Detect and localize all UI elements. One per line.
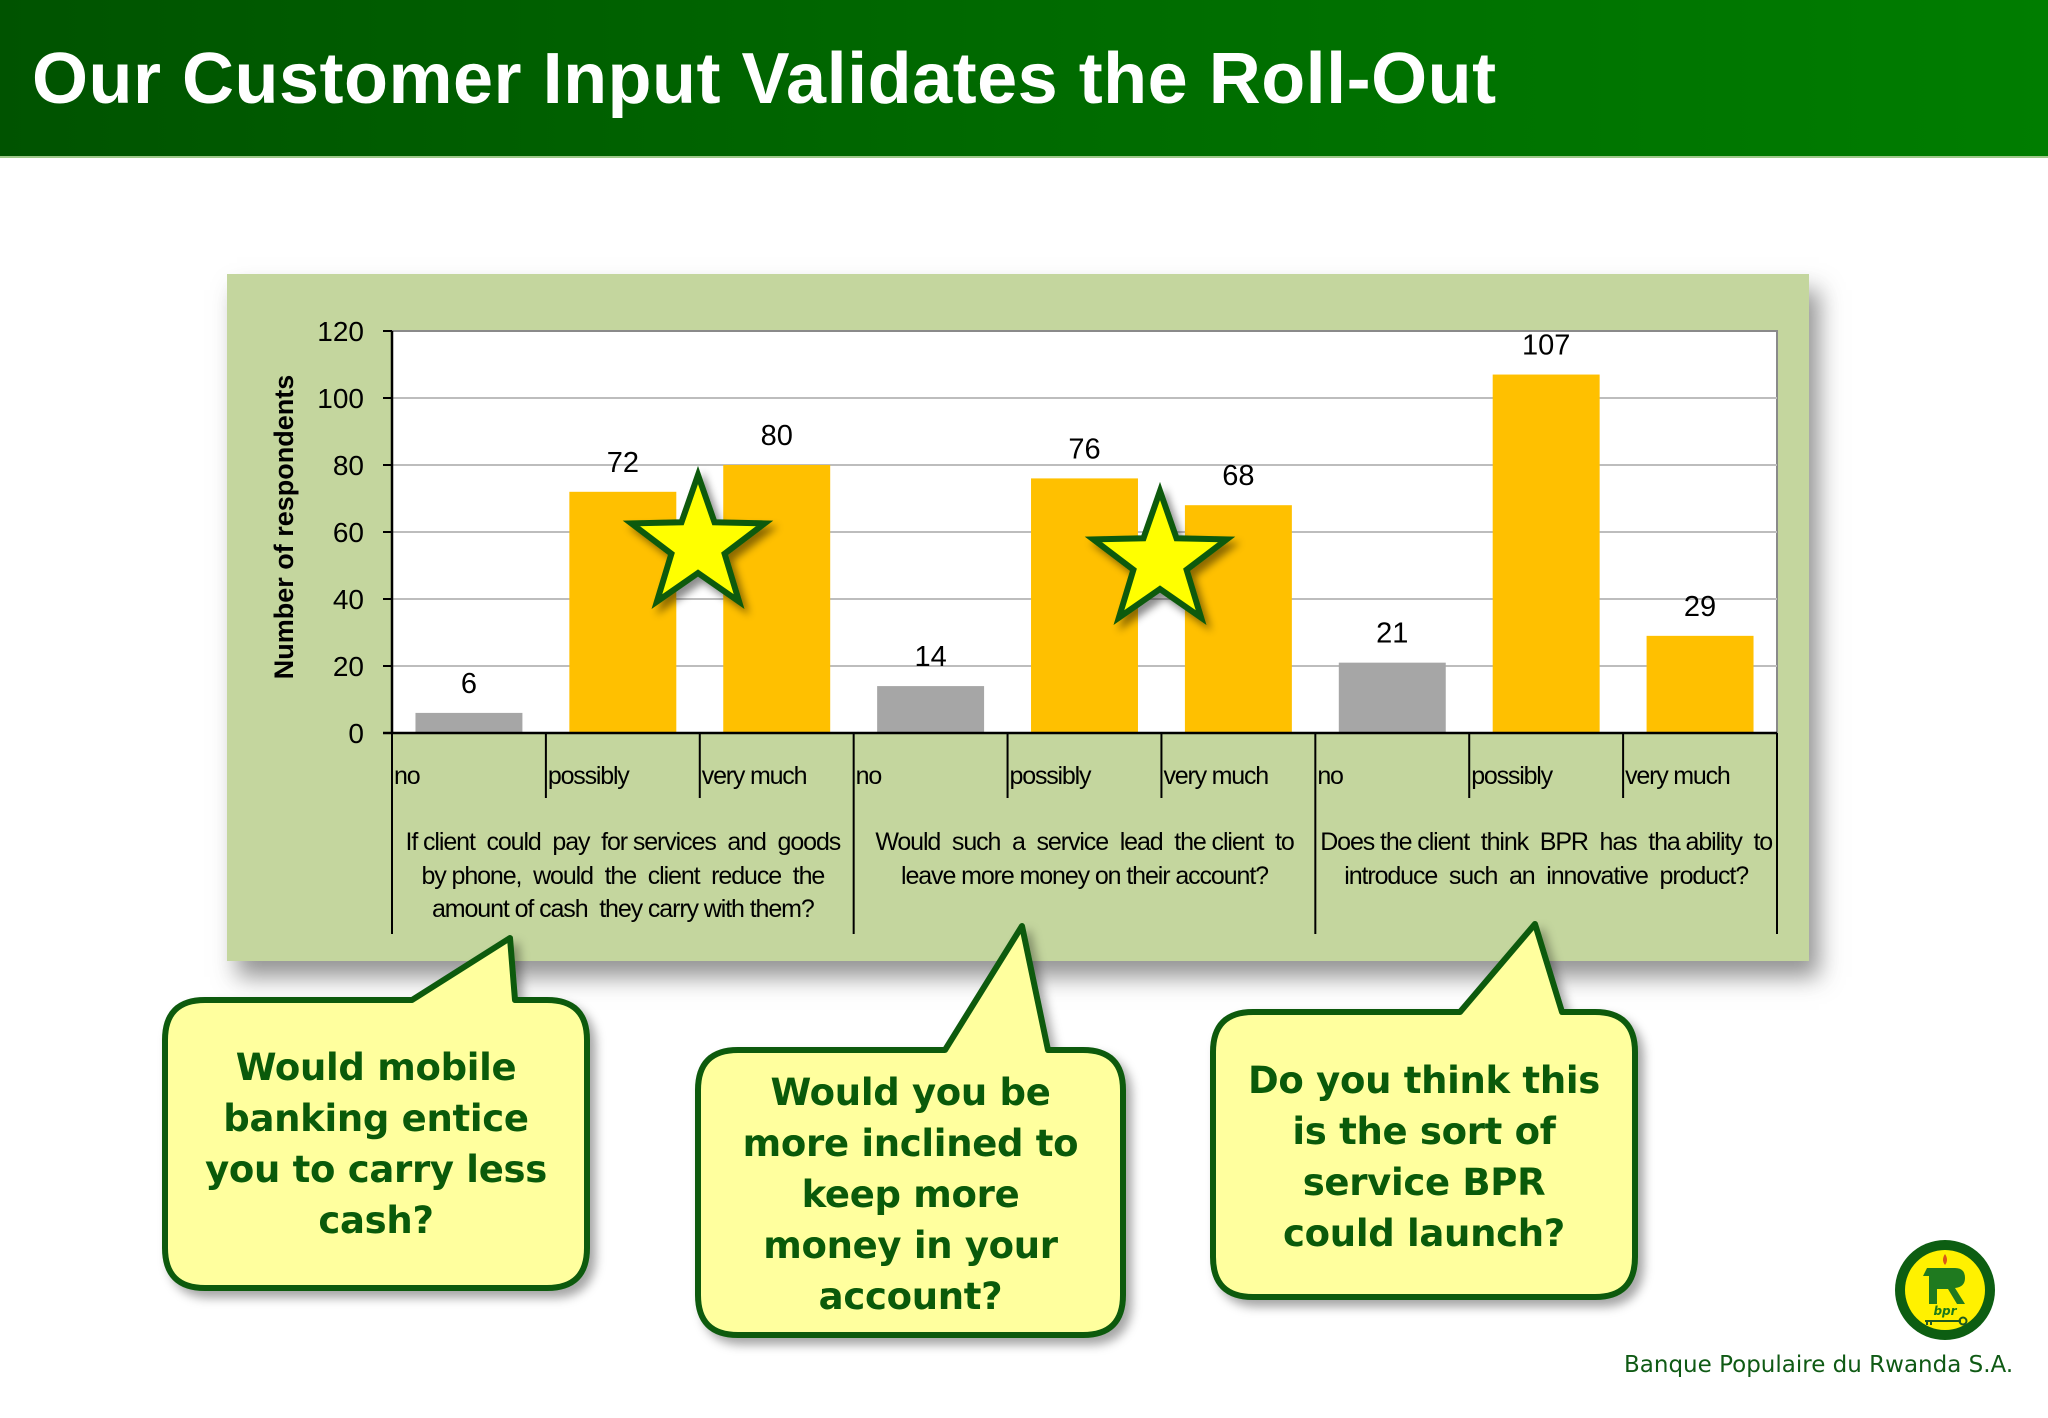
- callout-line: service BPR: [1302, 1161, 1546, 1204]
- x-category-label: possibly: [547, 762, 630, 790]
- callout-line: is the sort of: [1292, 1110, 1556, 1153]
- callout-line: banking entice: [223, 1097, 529, 1140]
- callout-line: account?: [818, 1275, 1003, 1318]
- callout-bubble-1: [162, 935, 590, 1291]
- x-category-label: possibly: [1009, 762, 1092, 790]
- callout-line: Would you be: [770, 1071, 1051, 1114]
- x-group-question-label: Would such a service lead the client to l…: [856, 826, 1314, 893]
- y-axis-title: Number of respondents: [269, 375, 299, 680]
- y-tick-label: 20: [333, 651, 364, 682]
- data-labels: 6 72 80 14 76 68 21 107 29: [461, 330, 1716, 700]
- question-line: leave more money on their account?: [900, 861, 1269, 890]
- data-label: 21: [1376, 618, 1408, 650]
- callout-line: Would mobile: [235, 1046, 517, 1089]
- callout-line: more inclined to: [742, 1122, 1079, 1165]
- callout-text-1: Would mobile banking entice you to carry…: [165, 1042, 587, 1246]
- callout-line: cash?: [318, 1199, 434, 1242]
- data-label: 14: [914, 641, 946, 673]
- x-category-label: no: [855, 762, 883, 790]
- star-icon: [622, 465, 774, 609]
- data-label: 107: [1522, 330, 1570, 362]
- x-category-label: very much: [701, 762, 808, 790]
- x-category-label: very much: [1625, 762, 1731, 790]
- callout-line: you to carry less: [205, 1148, 547, 1191]
- x-group-question-label: If client could pay for services and goo…: [394, 826, 852, 927]
- data-label: 72: [607, 447, 639, 479]
- bar-no: [1338, 662, 1446, 733]
- bar-no: [415, 712, 523, 733]
- question-line: Would such a service lead the client to: [875, 828, 1294, 856]
- title-banner: Our Customer Input Validates the Roll-Ou…: [0, 0, 2048, 158]
- data-label: 6: [461, 668, 477, 700]
- bar-possibly: [1492, 374, 1600, 733]
- logo-initials: bpr: [1933, 1304, 1957, 1318]
- callout-text-3: Do you think this is the sort of service…: [1213, 1055, 1635, 1259]
- star-icon: [1084, 481, 1236, 625]
- x-group-question-label: Does the client think BPR has tha abilit…: [1317, 826, 1775, 893]
- x-category-label: no: [1317, 762, 1344, 790]
- company-name: Banque Populaire du Rwanda S.A.: [1624, 1352, 2014, 1378]
- y-tick-label: 40: [333, 584, 364, 615]
- y-tick-label: 60: [333, 517, 364, 548]
- data-label: 68: [1222, 460, 1254, 492]
- y-tick-label: 120: [317, 316, 364, 347]
- question-line: Does the client think BPR has tha abilit…: [1320, 828, 1773, 856]
- bar-no: [877, 686, 985, 733]
- y-tick-label: 80: [333, 450, 364, 481]
- logo-r-mark-icon: [1923, 1268, 1965, 1304]
- bpr-logo: bpr: [1895, 1240, 1995, 1340]
- page-title: Our Customer Input Validates the Roll-Ou…: [32, 39, 1497, 119]
- callout-line: Do you think this: [1248, 1059, 1600, 1102]
- callout-bubble-3: [1210, 921, 1638, 1300]
- y-tick-label: 100: [317, 383, 364, 414]
- callout-bubble-2: [695, 923, 1126, 1338]
- data-label: 76: [1068, 433, 1100, 465]
- x-category-label: possibly: [1471, 762, 1553, 790]
- question-line: If client could pay for services and goo…: [405, 828, 841, 856]
- data-label: 29: [1684, 591, 1716, 623]
- callout-text-2: Would you be more inclined to keep more …: [698, 1067, 1123, 1322]
- logo-key-icon: [1925, 1320, 1961, 1325]
- question-line: amount of cash they carry with them?: [431, 895, 815, 923]
- y-axis: 0 20 40 60 80 100 120: [317, 316, 394, 749]
- bar-very-much: [1646, 635, 1754, 733]
- callout-line: could launch?: [1283, 1212, 1565, 1255]
- callout-line: keep more: [801, 1173, 1020, 1216]
- question-line: introduce such an innovative product?: [1344, 861, 1749, 890]
- y-tick-label: 0: [348, 718, 364, 749]
- x-axis: [383, 731, 1778, 934]
- logo-flame-icon: [1943, 1254, 1947, 1265]
- callout-line: money in your: [763, 1224, 1058, 1267]
- data-label: 80: [761, 420, 793, 452]
- question-line: by phone, would the client reduce the: [421, 861, 825, 890]
- x-category-label: no: [394, 762, 421, 790]
- star-annotations: [622, 465, 1236, 625]
- x-category-label: very much: [1163, 762, 1269, 790]
- bars: [415, 374, 1754, 733]
